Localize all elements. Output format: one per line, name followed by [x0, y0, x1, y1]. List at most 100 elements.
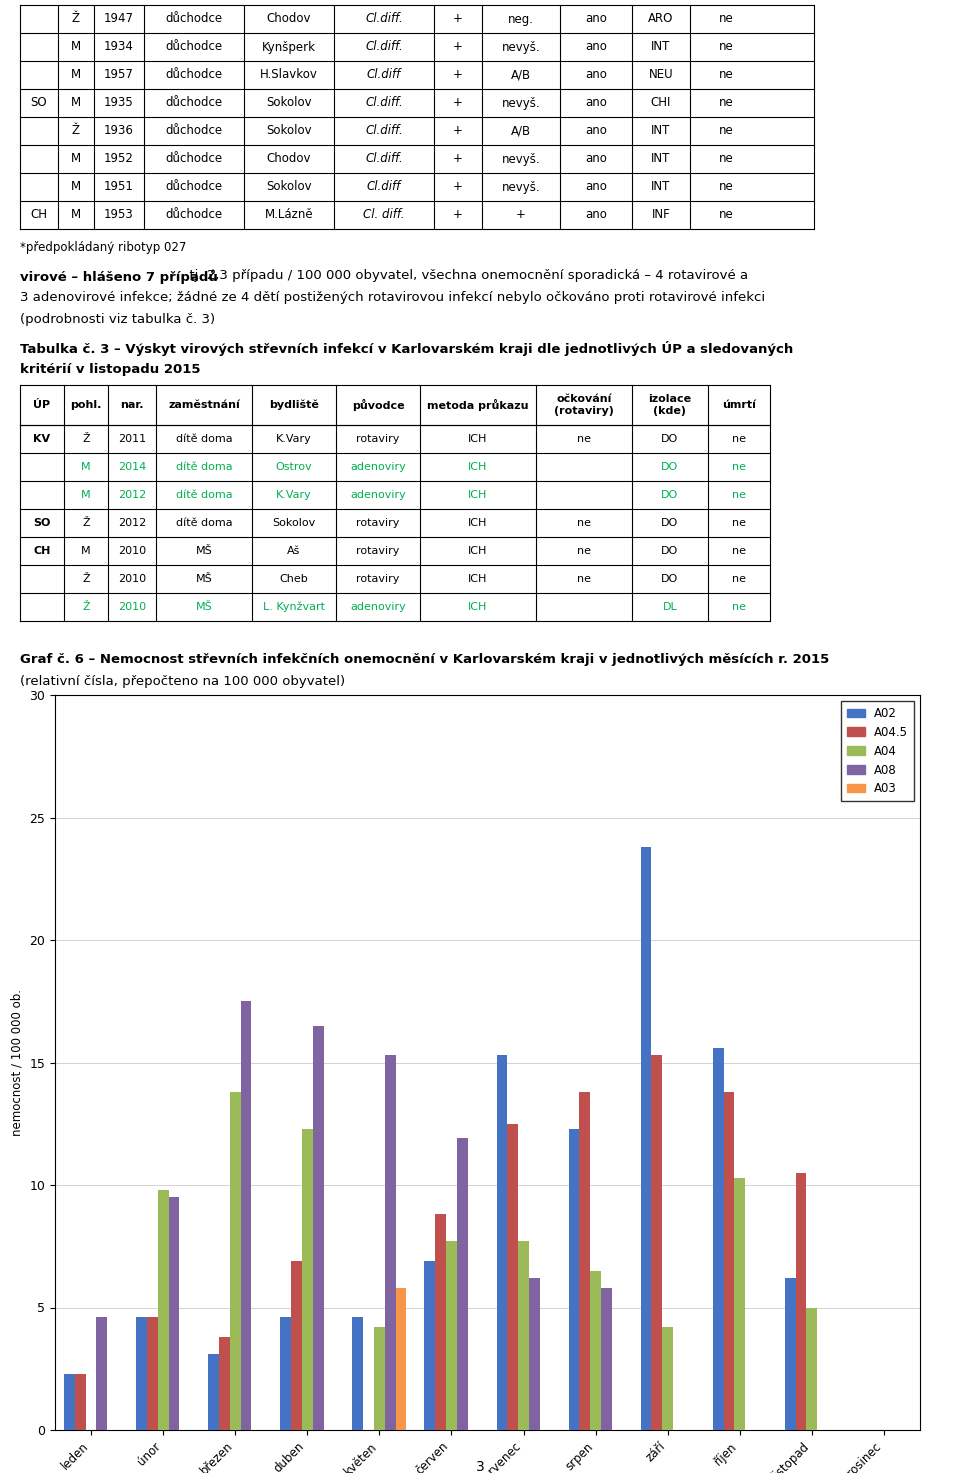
Text: zaměstnání: zaměstnání: [168, 401, 240, 409]
Bar: [64, 1374, 75, 1430]
Bar: [96, 1317, 108, 1430]
Bar: [352, 1317, 363, 1430]
Bar: [396, 1287, 406, 1430]
Text: ano: ano: [585, 209, 607, 221]
Text: ne: ne: [577, 574, 591, 583]
Text: ICH: ICH: [468, 602, 488, 611]
Bar: [590, 1271, 601, 1430]
Text: KV: KV: [34, 435, 51, 443]
Text: ne: ne: [732, 602, 746, 611]
Text: pohl.: pohl.: [70, 401, 102, 409]
Text: rotaviry: rotaviry: [356, 546, 399, 555]
Bar: [241, 1002, 252, 1430]
Text: 2010: 2010: [118, 602, 146, 611]
Text: ICH: ICH: [468, 574, 488, 583]
Text: 2012: 2012: [118, 518, 146, 527]
Text: ne: ne: [719, 125, 733, 137]
Text: CHI: CHI: [651, 97, 671, 109]
Text: INT: INT: [651, 153, 671, 165]
Text: M: M: [71, 97, 81, 109]
Text: důchodce: důchodce: [165, 97, 223, 109]
Text: ano: ano: [585, 69, 607, 81]
Text: L. Kynžvart: L. Kynžvart: [263, 602, 325, 613]
Text: původce: původce: [351, 399, 404, 411]
Text: 1953: 1953: [104, 209, 133, 221]
Text: ne: ne: [719, 181, 733, 193]
Text: INF: INF: [652, 209, 670, 221]
Text: +: +: [453, 40, 463, 53]
Text: nevyš.: nevyš.: [502, 153, 540, 165]
Text: K.Vary: K.Vary: [276, 491, 312, 499]
Bar: [457, 1139, 468, 1430]
Text: metoda průkazu: metoda průkazu: [427, 399, 529, 411]
Text: důchodce: důchodce: [165, 125, 223, 137]
Text: ne: ne: [732, 518, 746, 527]
Text: Sokolov: Sokolov: [273, 518, 316, 527]
Text: virové – hlášeno 7 případů: virové – hlášeno 7 případů: [20, 270, 218, 284]
Text: M: M: [82, 463, 91, 471]
Text: dítě doma: dítě doma: [176, 491, 232, 499]
Bar: [136, 1317, 147, 1430]
Text: Cl.diff.: Cl.diff.: [365, 97, 403, 109]
Bar: [640, 847, 652, 1430]
Text: +: +: [453, 153, 463, 165]
Text: ano: ano: [585, 97, 607, 109]
Text: bydliště: bydliště: [269, 399, 319, 411]
Text: ICH: ICH: [468, 546, 488, 555]
Text: MŠ: MŠ: [196, 546, 212, 555]
Text: nevyš.: nevyš.: [502, 181, 540, 193]
Bar: [446, 1242, 457, 1430]
Text: Cl.diff: Cl.diff: [367, 69, 401, 81]
Text: ne: ne: [577, 435, 591, 443]
Text: nevyš.: nevyš.: [502, 97, 540, 109]
Text: Graf č. 6 – Nemocnost střevních infekčních onemocnění v Karlovarském kraji v jed: Graf č. 6 – Nemocnost střevních infekční…: [20, 653, 829, 666]
Text: Ž: Ž: [72, 12, 80, 25]
Text: Cl.diff: Cl.diff: [367, 181, 401, 193]
Text: ARO: ARO: [648, 12, 674, 25]
Text: MŠ: MŠ: [196, 602, 212, 611]
Text: 1936: 1936: [104, 125, 134, 137]
Text: důchodce: důchodce: [165, 209, 223, 221]
Text: (relativní čísla, přepočteno na 100 000 obyvatel): (relativní čísla, přepočteno na 100 000 …: [20, 675, 346, 688]
Text: ano: ano: [585, 181, 607, 193]
Text: +: +: [453, 209, 463, 221]
Text: rotaviry: rotaviry: [356, 574, 399, 583]
Text: 2010: 2010: [118, 546, 146, 555]
Text: Ostrov: Ostrov: [276, 463, 312, 471]
Text: Cheb: Cheb: [279, 574, 308, 583]
Bar: [529, 1279, 540, 1430]
Bar: [229, 1091, 241, 1430]
Text: H.Slavkov: H.Slavkov: [260, 69, 318, 81]
Text: ne: ne: [577, 546, 591, 555]
Bar: [652, 1055, 662, 1430]
Text: A/B: A/B: [511, 125, 531, 137]
Text: M.Lázně: M.Lázně: [265, 209, 313, 221]
Text: neg.: neg.: [508, 12, 534, 25]
Text: MŠ: MŠ: [196, 574, 212, 583]
Text: 1947: 1947: [104, 12, 134, 25]
Text: ne: ne: [732, 491, 746, 499]
Text: ICH: ICH: [468, 518, 488, 527]
Bar: [424, 1261, 435, 1430]
Bar: [568, 1128, 580, 1430]
Text: ne: ne: [732, 546, 746, 555]
Text: 1951: 1951: [104, 181, 134, 193]
Text: ne: ne: [719, 40, 733, 53]
Text: ICH: ICH: [468, 463, 488, 471]
Bar: [580, 1091, 590, 1430]
Text: 3: 3: [475, 1460, 485, 1473]
Text: adenoviry: adenoviry: [350, 463, 406, 471]
Text: dítě doma: dítě doma: [176, 518, 232, 527]
Text: 1952: 1952: [104, 153, 134, 165]
Text: ne: ne: [719, 153, 733, 165]
Text: CH: CH: [34, 546, 51, 555]
Text: důchodce: důchodce: [165, 153, 223, 165]
Text: (podrobnosti viz tabulka č. 3): (podrobnosti viz tabulka č. 3): [20, 312, 215, 326]
Bar: [435, 1214, 446, 1430]
Bar: [280, 1317, 291, 1430]
Bar: [147, 1317, 157, 1430]
Text: +: +: [516, 209, 526, 221]
Text: ano: ano: [585, 40, 607, 53]
Text: kritérií v listopadu 2015: kritérií v listopadu 2015: [20, 362, 201, 376]
Text: důchodce: důchodce: [165, 181, 223, 193]
